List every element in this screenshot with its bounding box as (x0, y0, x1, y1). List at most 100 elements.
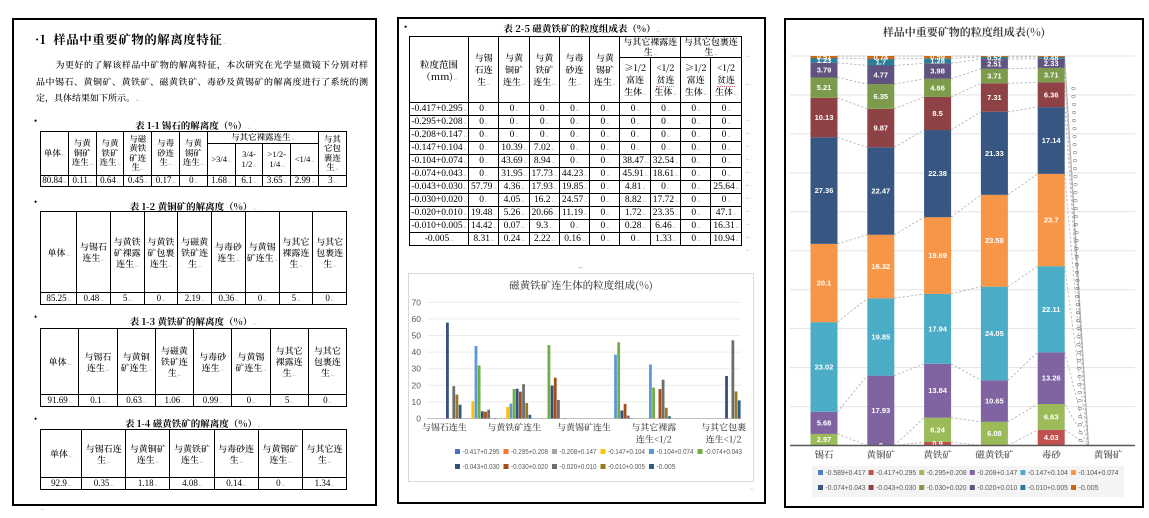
svg-text:3.71: 3.71 (1044, 71, 1059, 80)
svg-text:0: 0 (1073, 167, 1079, 170)
svg-text:50: 50 (412, 331, 422, 341)
svg-text:0: 0 (1074, 191, 1080, 194)
svg-text:6.63: 6.63 (1044, 412, 1059, 421)
svg-text:22.47: 22.47 (871, 187, 890, 196)
svg-text:22.38: 22.38 (928, 169, 947, 178)
svg-text:0: 0 (1074, 199, 1080, 202)
svg-text:锡石: 锡石 (814, 447, 834, 461)
svg-text:4.77: 4.77 (873, 70, 888, 79)
svg-text:9.87: 9.87 (873, 124, 888, 133)
svg-text:与其它裸露: 与其它裸露 (631, 421, 676, 434)
svg-text:0: 0 (1074, 223, 1080, 226)
svg-text:0: 0 (1077, 375, 1083, 378)
svg-text:2.51: 2.51 (987, 59, 1002, 68)
svg-text:16.32: 16.32 (871, 262, 890, 271)
svg-text:0: 0 (1072, 95, 1078, 98)
svg-text:10.65: 10.65 (985, 397, 1004, 406)
svg-text:19.69: 19.69 (928, 251, 947, 260)
svg-text:毒砂: 毒砂 (1042, 447, 1062, 461)
svg-text:0: 0 (1075, 279, 1081, 282)
svg-text:0: 0 (1078, 399, 1084, 402)
svg-text:0: 0 (1073, 175, 1079, 178)
svg-text:5.68: 5.68 (817, 418, 832, 427)
svg-text:磁黄铁矿: 磁黄铁矿 (975, 447, 1014, 461)
svg-text:0: 0 (1076, 287, 1082, 290)
svg-text:6.35: 6.35 (873, 92, 888, 101)
svg-text:3.98: 3.98 (930, 67, 945, 76)
svg-text:0: 0 (1077, 383, 1083, 386)
svg-text:-0.043+0.030: -0.043+0.030 (876, 483, 916, 492)
svg-text:0: 0 (1077, 335, 1083, 338)
svg-text:0: 0 (1076, 319, 1082, 322)
svg-text:17.14: 17.14 (1042, 136, 1062, 145)
svg-text:连生<1/2: 连生<1/2 (636, 433, 672, 446)
svg-text:0.51: 0.51 (817, 53, 832, 62)
svg-text:-0.020+0.010: -0.020+0.010 (560, 462, 597, 471)
svg-text:0: 0 (1078, 415, 1084, 418)
svg-text:8.5: 8.5 (932, 109, 942, 118)
svg-text:连生<1/2: 连生<1/2 (706, 433, 742, 446)
svg-text:23.58: 23.58 (985, 236, 1004, 245)
svg-text:6.36: 6.36 (1044, 90, 1059, 99)
svg-text:-0.417+0.295: -0.417+0.295 (876, 468, 916, 477)
svg-text:0: 0 (1079, 439, 1085, 442)
svg-text:-0.147+0.104: -0.147+0.104 (1028, 468, 1068, 477)
svg-text:0: 0 (1077, 367, 1083, 370)
svg-text:6.08: 6.08 (987, 429, 1002, 438)
svg-text:-0.208+0.147: -0.208+0.147 (977, 468, 1017, 477)
svg-text:23.7: 23.7 (1044, 216, 1059, 225)
svg-text:-0.208+0.147: -0.208+0.147 (560, 447, 597, 456)
svg-text:-0.417+0.295: -0.417+0.295 (463, 447, 500, 456)
svg-text:0.48: 0.48 (1044, 53, 1059, 62)
svg-text:27.36: 27.36 (815, 186, 834, 195)
svg-text:0: 0 (1072, 127, 1078, 130)
svg-text:0.59: 0.59 (930, 53, 945, 62)
svg-text:0: 0 (1075, 271, 1081, 274)
svg-text:40: 40 (412, 347, 422, 357)
svg-text:0: 0 (1072, 119, 1078, 122)
svg-text:0: 0 (1077, 359, 1083, 362)
svg-text:3.79: 3.79 (817, 66, 832, 75)
svg-text:-0.010+0.005: -0.010+0.005 (608, 462, 645, 471)
svg-text:-0.005: -0.005 (1079, 483, 1099, 492)
svg-text:0: 0 (1076, 303, 1082, 306)
svg-text:70: 70 (412, 297, 422, 307)
svg-text:13.26: 13.26 (1042, 374, 1061, 383)
svg-text:5.21: 5.21 (817, 83, 832, 92)
svg-text:0: 0 (1072, 103, 1078, 106)
svg-text:1.23: 1.23 (817, 56, 832, 65)
svg-text:0: 0 (1073, 151, 1079, 154)
svg-text:0: 0 (1074, 215, 1080, 218)
svg-text:-0.104+0.074: -0.104+0.074 (657, 447, 694, 456)
svg-text:与黄锡矿连生: 与黄锡矿连生 (557, 421, 611, 434)
svg-text:0.9: 0.9 (932, 439, 942, 448)
svg-text:-0.030+0.020: -0.030+0.020 (927, 483, 967, 492)
svg-text:23.02: 23.02 (815, 363, 834, 372)
svg-text:-0.295+0.208: -0.295+0.208 (511, 447, 548, 456)
svg-text:7.31: 7.31 (987, 93, 1002, 102)
svg-text:60: 60 (412, 314, 422, 324)
svg-text:与锡石连生: 与锡石连生 (422, 421, 467, 434)
svg-text:0: 0 (1073, 143, 1079, 146)
svg-text:3.71: 3.71 (987, 72, 1002, 81)
svg-text:0.52: 0.52 (987, 54, 1002, 63)
svg-text:17.93: 17.93 (871, 406, 890, 415)
svg-text:0: 0 (1078, 423, 1084, 426)
svg-text:0: 0 (1078, 431, 1084, 434)
svg-text:0: 0 (1076, 311, 1082, 314)
svg-text:6.24: 6.24 (930, 425, 945, 434)
svg-text:-0.589+0.417: -0.589+0.417 (826, 468, 866, 477)
svg-text:0: 0 (1074, 231, 1080, 234)
svg-text:10: 10 (412, 397, 422, 407)
svg-text:4.66: 4.66 (930, 83, 945, 92)
svg-text:0: 0 (1078, 407, 1084, 410)
svg-text:0: 0 (1072, 111, 1078, 114)
svg-text:0: 0 (1075, 263, 1081, 266)
svg-text:2.97: 2.97 (817, 435, 832, 444)
svg-text:0: 0 (1075, 247, 1081, 250)
svg-text:与其它包裹: 与其它包裹 (701, 421, 746, 434)
svg-text:13.84: 13.84 (928, 386, 948, 395)
svg-text:0: 0 (1073, 135, 1079, 138)
svg-text:0: 0 (1075, 255, 1081, 258)
svg-text:与黄铁矿连生: 与黄铁矿连生 (487, 421, 541, 434)
